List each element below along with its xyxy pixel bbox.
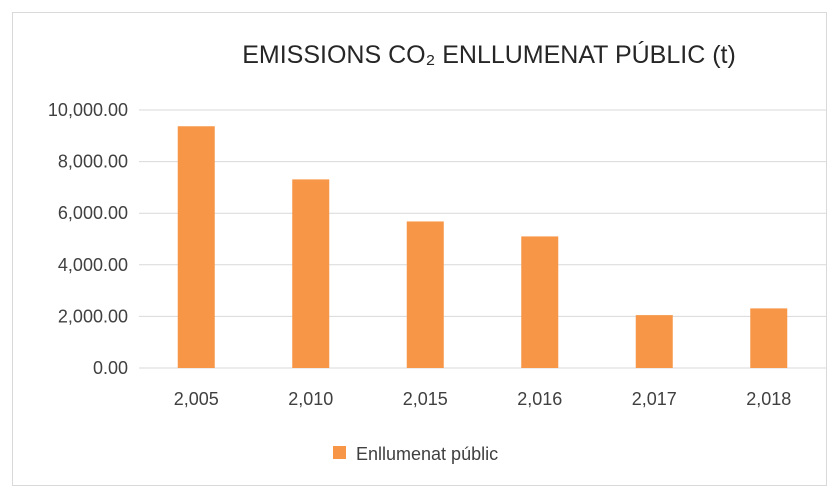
bar	[750, 308, 788, 368]
x-tick-label: 2,010	[288, 389, 333, 409]
y-tick-label: 2,000.00	[58, 306, 128, 326]
legend-label: Enllumenat públic	[356, 444, 498, 464]
chart-title: EMISSIONS CO₂ ENLLUMENAT PÚBLIC (t)	[242, 40, 736, 69]
y-tick-label: 8,000.00	[58, 152, 128, 172]
y-tick-label: 6,000.00	[58, 203, 128, 223]
bar	[292, 179, 330, 368]
x-tick-label: 2,015	[403, 389, 448, 409]
x-tick-label: 2,016	[517, 389, 562, 409]
bars	[177, 126, 788, 368]
x-tick-label: 2,017	[632, 389, 677, 409]
gridlines	[139, 109, 826, 369]
legend-swatch	[333, 446, 346, 459]
y-tick-label: 0.00	[93, 358, 128, 378]
x-tick-label: 2,005	[174, 389, 219, 409]
x-axis-ticks: 2,005 2,010 2,015 2,016 2,017 2,018	[174, 389, 792, 409]
y-tick-label: 4,000.00	[58, 255, 128, 275]
y-tick-label: 10,000.00	[48, 100, 128, 120]
bar	[406, 221, 444, 368]
bar	[521, 236, 559, 368]
bar	[177, 126, 215, 368]
legend: Enllumenat públic	[333, 444, 498, 464]
x-tick-label: 2,018	[746, 389, 791, 409]
y-axis-ticks: 0.00 2,000.00 4,000.00 6,000.00 8,000.00 10,0…	[48, 100, 128, 378]
bar	[635, 315, 673, 368]
